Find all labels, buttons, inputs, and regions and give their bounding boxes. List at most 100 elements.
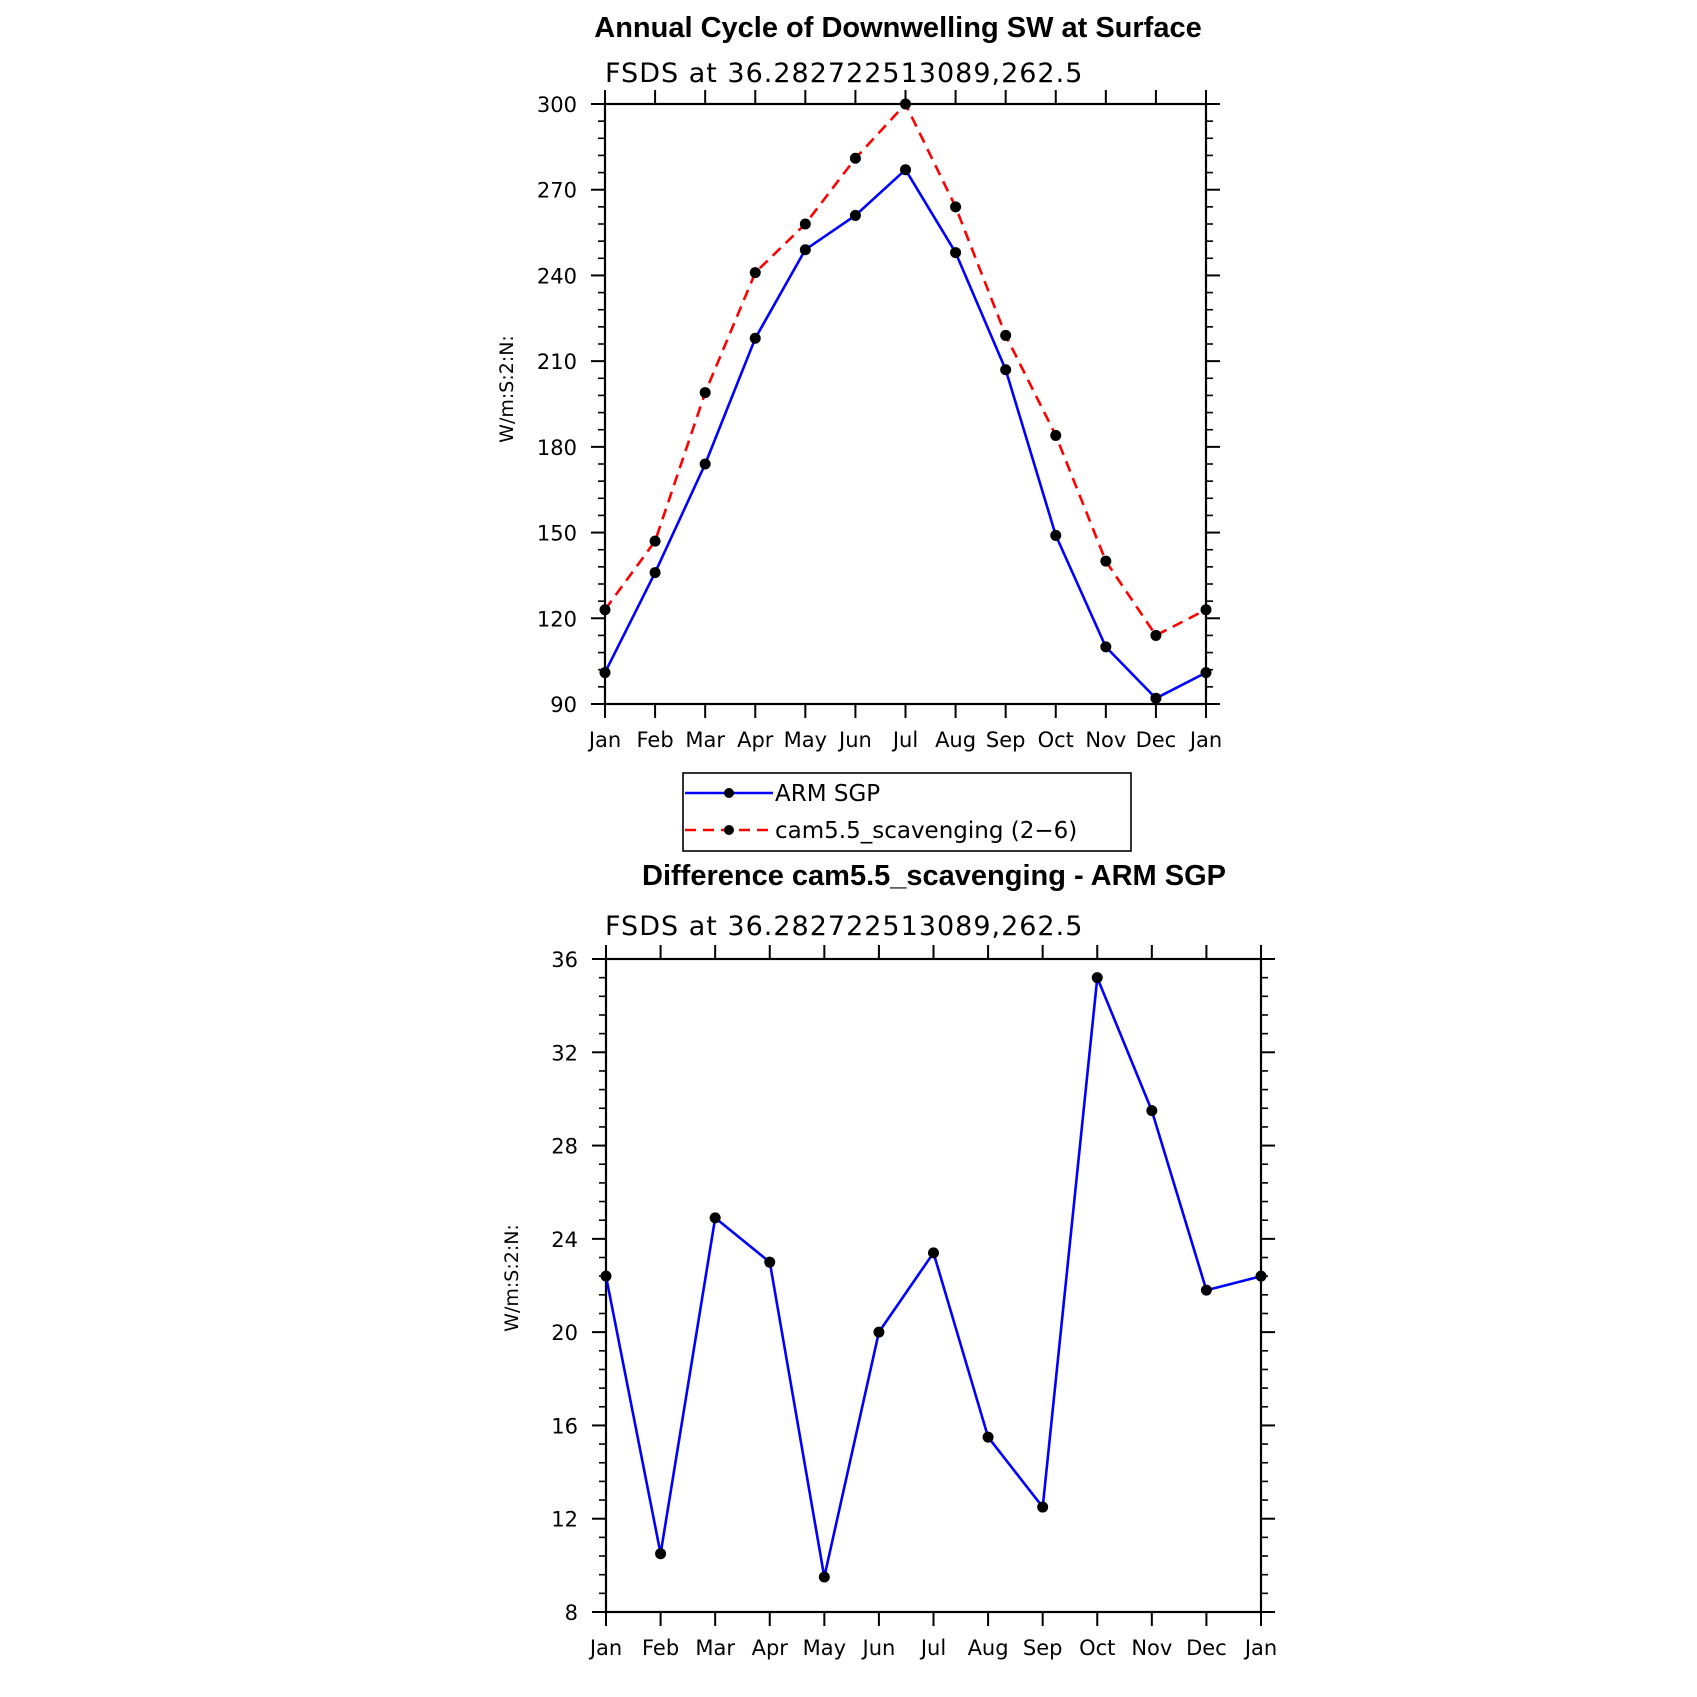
- chart2-series-1-point: [1200, 1284, 1212, 1296]
- chart2-x-tick-label: Nov: [1131, 1636, 1172, 1660]
- chart1-series-2-point: [1100, 555, 1112, 567]
- chart1-series-2-point: [599, 604, 611, 616]
- chart2-series-1-point: [764, 1256, 776, 1268]
- chart2-x-tick-label: Jun: [861, 1636, 896, 1660]
- chart1-x-tick-label: Oct: [1038, 728, 1074, 752]
- chart1-y-tick-label: 270: [537, 179, 577, 203]
- chart2-series-1-point: [873, 1326, 885, 1338]
- chart1-series-1-point: [900, 164, 911, 176]
- chart1-series-1-point: [1050, 529, 1062, 541]
- chart1-y-tick-label: 300: [537, 93, 577, 117]
- chart2-series-1-point: [1146, 1105, 1158, 1117]
- legend-marker-arm-sgp: [724, 788, 734, 798]
- chart2-y-tick-label: 12: [551, 1508, 578, 1532]
- chart1-series-1-point: [1200, 667, 1212, 679]
- chart2-y-tick-label: 20: [551, 1321, 578, 1345]
- chart1-series-2-line: [603, 102, 1207, 637]
- chart2-x-tick-label: Apr: [752, 1636, 789, 1660]
- chart2-x-tick-label: Jan: [588, 1636, 622, 1660]
- chart1-x-tick-label: Sep: [986, 728, 1026, 752]
- chart1-series-2-point: [749, 267, 761, 279]
- chart2-x-tick-label: Aug: [968, 1636, 1009, 1660]
- chart1-x-tick-label: Mar: [685, 728, 725, 752]
- chart2-series-1-point: [818, 1571, 830, 1583]
- chart2-y-tick-label: 28: [551, 1135, 578, 1159]
- chart2-x-tick-label: Dec: [1186, 1636, 1227, 1660]
- chart1-series-1-point: [649, 567, 661, 579]
- chart2-series-1-point: [982, 1431, 994, 1443]
- chart2-plot-area: Jan Feb Mar Apr May Jun Jul Aug Sep Oct Nov Dec Jan 8…: [551, 945, 1277, 1660]
- chart1-x-tick-label: Jan: [587, 728, 621, 752]
- chart1-x-tick-label: Nov: [1085, 728, 1126, 752]
- chart1-x-tick-label: Aug: [935, 728, 976, 752]
- chart1-title: Annual Cycle of Downwelling SW at Surfac…: [594, 12, 1201, 44]
- chart2-subtitle: FSDS at 36.282722513089,262.5: [605, 911, 1083, 942]
- chart1-series-1-point: [1000, 364, 1012, 376]
- chart2-y-axis-label: W/m:S:2:N:: [501, 1224, 523, 1332]
- chart2-series-1-line: [604, 976, 1262, 1579]
- chart2-x-tick-label: Mar: [695, 1636, 735, 1660]
- legend: ARM SGP cam5.5_scavenging (2−6): [682, 772, 1132, 852]
- chart1-series-2-point: [649, 535, 661, 547]
- difference-chart: Difference cam5.5_scavenging - ARM SGP F…: [501, 860, 1277, 1660]
- chart1-x-tick-label: Jun: [837, 728, 872, 752]
- chart1-series-2-point: [1150, 629, 1162, 641]
- chart1-series-1-point: [1150, 692, 1162, 704]
- chart1-subtitle: FSDS at 36.282722513089,262.5: [605, 58, 1083, 89]
- chart1-series-1-point: [799, 244, 811, 256]
- chart1-y-tick-label: 240: [537, 264, 577, 288]
- chart1-y-tick-label: 120: [537, 607, 577, 631]
- chart1-series-2-point: [849, 152, 861, 164]
- chart2-y-tick-label: 36: [551, 948, 578, 972]
- chart2-y-tick-label: 8: [565, 1601, 578, 1625]
- chart1-x-tick-label: Apr: [737, 728, 774, 752]
- chart1-series-1-point: [599, 667, 611, 679]
- chart2-y-tick-label: 32: [551, 1041, 578, 1065]
- chart2-x-tick-label: Sep: [1023, 1636, 1063, 1660]
- legend-label-arm-sgp: ARM SGP: [775, 781, 880, 807]
- chart2-series-1-point: [655, 1548, 667, 1560]
- chart1-x-tick-label: Dec: [1136, 728, 1177, 752]
- chart1-x-tick-label: May: [784, 728, 827, 752]
- chart1-series-1-point: [849, 209, 861, 221]
- chart1-series-2-point: [1050, 429, 1062, 441]
- chart2-x-tick-label: Jan: [1243, 1636, 1277, 1660]
- chart1-series-1-point: [1100, 641, 1112, 653]
- chart2-x-tick-label: Feb: [642, 1636, 679, 1660]
- chart1-series-2-point: [950, 201, 962, 213]
- chart1-series-1-line: [603, 168, 1207, 700]
- chart1-plot-area: Jan Feb Mar Apr May Jun Jul Aug Sep Oct Nov Dec Jan 9…: [537, 90, 1222, 752]
- chart2-series-1-point: [600, 1270, 612, 1282]
- chart2-series-1-point: [928, 1247, 939, 1259]
- chart2-series-1-point: [1037, 1501, 1049, 1513]
- chart1-series-2-point: [1200, 604, 1212, 616]
- chart1-x-tick-label: Jan: [1188, 728, 1222, 752]
- chart1-series-2-point: [699, 387, 711, 399]
- chart1-x-tick-label: Feb: [636, 728, 673, 752]
- chart2-x-tick-label: Jul: [919, 1636, 946, 1660]
- legend-label-cam: cam5.5_scavenging (2−6): [775, 818, 1077, 844]
- chart1-y-axis-label: W/m:S:2:N:: [496, 335, 518, 443]
- chart2-x-tick-label: May: [803, 1636, 846, 1660]
- chart1-series-2-point: [1000, 329, 1012, 341]
- chart1-series-2-point: [900, 98, 911, 110]
- chart2-series-1-point: [1255, 1270, 1267, 1282]
- chart1-y-tick-label: 180: [537, 436, 577, 460]
- chart1-series-1-point: [749, 332, 761, 344]
- chart1-y-tick-label: 150: [537, 522, 577, 546]
- chart2-series-1-point: [709, 1212, 721, 1224]
- legend-marker-cam: [724, 825, 734, 835]
- chart1-series-1-point: [699, 458, 711, 470]
- chart1-series-1-point: [950, 247, 962, 259]
- chart2-title: Difference cam5.5_scavenging - ARM SGP: [642, 860, 1226, 892]
- chart2-x-tick-label: Oct: [1079, 1636, 1115, 1660]
- annual-cycle-chart: Annual Cycle of Downwelling SW at Surfac…: [496, 12, 1222, 752]
- chart1-y-tick-label: 90: [550, 693, 577, 717]
- chart2-series-1-point: [1091, 972, 1103, 984]
- chart2-y-tick-label: 24: [551, 1228, 578, 1252]
- legend-box: [682, 772, 1132, 852]
- chart2-y-tick-label: 16: [551, 1414, 578, 1438]
- chart1-x-tick-label: Jul: [891, 728, 918, 752]
- chart1-y-tick-label: 210: [537, 350, 577, 374]
